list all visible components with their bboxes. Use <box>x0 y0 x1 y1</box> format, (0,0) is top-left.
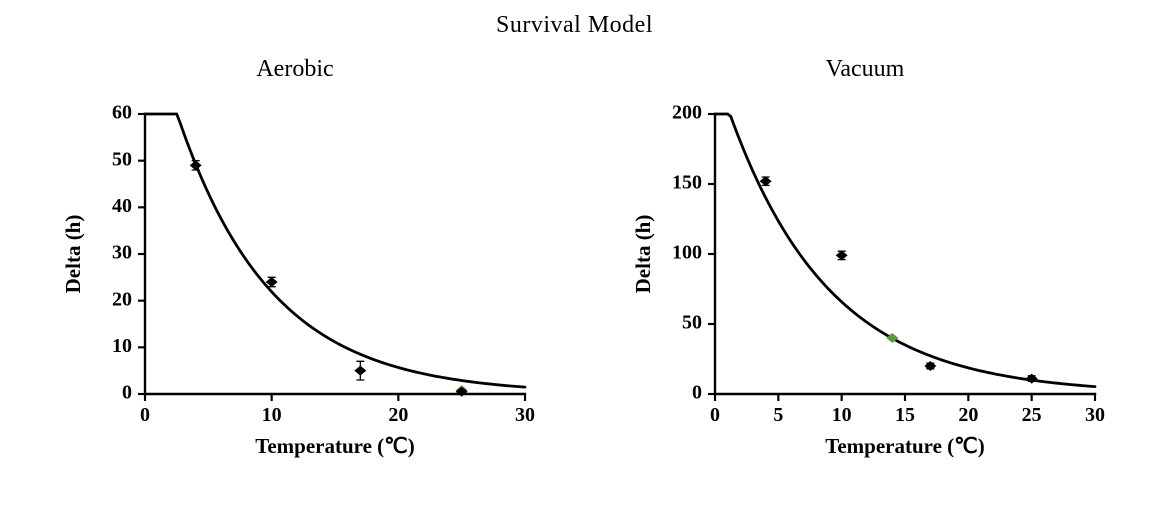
ytick-label: 40 <box>112 195 132 217</box>
xtick-label: 15 <box>895 404 915 426</box>
ytick-label: 20 <box>112 288 132 310</box>
y-axis-label: Delta (h) <box>61 215 85 294</box>
y-axis-label: Delta (h) <box>631 215 655 294</box>
xtick-label: 25 <box>1022 404 1042 426</box>
xtick-label: 30 <box>515 404 535 426</box>
chart-vacuum: 0 50 100 150 200 0 5 10 15 20 25 30 Temperature (℃) D… <box>610 89 1120 494</box>
panel-title-vacuum: Vacuum <box>610 56 1120 83</box>
panel-aerobic: Aerobic 0 10 20 30 40 50 60 0 10 20 30 Temperature … <box>40 56 550 494</box>
ytick-label: 200 <box>672 102 702 124</box>
ytick-label: 150 <box>672 172 702 194</box>
chart-svg: 0 10 20 30 40 50 60 0 10 20 30 Temperature (℃) Delta… <box>40 89 550 494</box>
xtick-label: 20 <box>388 404 408 426</box>
ytick-label: 0 <box>122 382 132 404</box>
ytick-label: 50 <box>682 312 702 334</box>
ytick-label: 100 <box>672 242 702 264</box>
ytick-label: 0 <box>692 382 702 404</box>
x-axis-label: Temperature (℃) <box>255 434 414 458</box>
ytick-label: 10 <box>112 335 132 357</box>
chart-svg: 0 50 100 150 200 0 5 10 15 20 25 30 Temperature (℃) D… <box>610 89 1120 494</box>
xtick-label: 0 <box>710 404 720 426</box>
xtick-label: 5 <box>773 404 783 426</box>
page-title: Survival Model <box>0 12 1149 39</box>
xtick-label: 20 <box>958 404 978 426</box>
ytick-label: 60 <box>112 102 132 124</box>
panel-vacuum: Vacuum 0 50 100 150 200 0 5 10 15 20 25 30 Temperatu… <box>610 56 1120 494</box>
chart-aerobic: 0 10 20 30 40 50 60 0 10 20 30 Temperature (℃) Delta… <box>40 89 550 494</box>
ytick-label: 30 <box>112 242 132 264</box>
xtick-label: 10 <box>262 404 282 426</box>
panel-title-aerobic: Aerobic <box>40 56 550 83</box>
ytick-label: 50 <box>112 148 132 170</box>
xtick-label: 30 <box>1085 404 1105 426</box>
xtick-label: 10 <box>832 404 852 426</box>
x-axis-label: Temperature (℃) <box>825 434 984 458</box>
xtick-label: 0 <box>140 404 150 426</box>
